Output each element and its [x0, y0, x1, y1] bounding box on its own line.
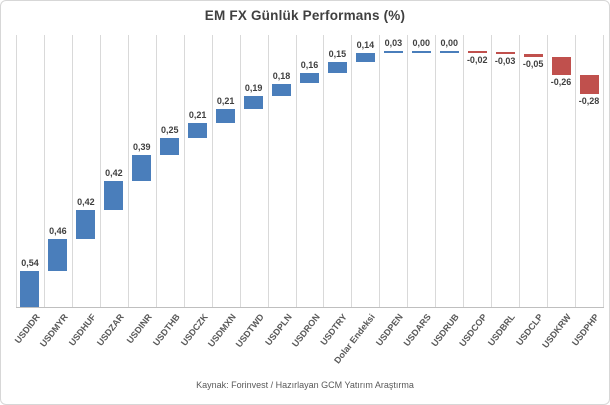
value-label: 0,39: [133, 141, 151, 152]
gridline: [575, 35, 577, 308]
value-label: 0,03: [384, 37, 403, 48]
bar-USDPHP: [579, 75, 599, 95]
x-axis-label: USDPHP: [569, 312, 601, 348]
x-axis-line: [16, 307, 604, 308]
x-axis-label: USDHUF: [66, 312, 98, 348]
value-label: 0,21: [216, 95, 235, 106]
bar-USDTHB: [160, 137, 180, 155]
gridline: [71, 35, 73, 308]
value-label: 0,16: [300, 59, 319, 70]
bar-USDRUB: [439, 50, 459, 53]
bar-USDARS: [411, 50, 431, 53]
bar-USDTWD: [244, 95, 264, 109]
value-label: -0,02: [466, 54, 488, 65]
x-axis-label: USDZAR: [94, 312, 126, 348]
bar-USDRON: [300, 72, 319, 84]
gridline: [351, 35, 353, 308]
bar-USDHUF: [76, 210, 96, 239]
gridline: [211, 35, 213, 308]
bar-USDINR: [132, 154, 152, 182]
x-axis-label: USDINR: [124, 312, 154, 346]
bar-USDZAR: [104, 181, 124, 211]
value-label: 0,42: [105, 168, 123, 179]
value-label: 0,42: [77, 197, 95, 208]
gridline: [267, 35, 269, 308]
x-axis-label: USDPLN: [262, 312, 294, 348]
bar-USDMXN: [216, 108, 236, 124]
gridline: [323, 35, 325, 308]
x-axis-label: USDTWD: [233, 312, 266, 350]
bar-Dolar Endeksi: [355, 52, 375, 63]
source-note: Kaynak: Forinvest / Hazırlayan GCM Yatır…: [196, 380, 414, 390]
value-label: -0,03: [494, 56, 516, 67]
bar-USDCZK: [188, 123, 208, 138]
gridline: [379, 35, 381, 308]
x-axis-label: USDTHB: [150, 312, 182, 348]
x-axis-label: USDCZK: [178, 312, 210, 348]
value-label: 0,25: [160, 124, 179, 135]
gridline: [463, 35, 465, 308]
gridline: [407, 35, 409, 308]
value-label: 0,00: [440, 37, 459, 48]
gridline: [603, 35, 604, 308]
value-label: 0,46: [49, 226, 67, 236]
bar-USDIDR: [20, 270, 40, 308]
value-label: -0,05: [522, 59, 544, 70]
gridline: [491, 35, 493, 308]
gridline: [127, 35, 129, 308]
value-label: 0,54: [21, 257, 39, 268]
bar-USDPLN: [272, 83, 292, 96]
gridline: [239, 35, 241, 308]
value-label: -0,26: [550, 77, 572, 88]
gridline: [547, 35, 549, 308]
gridline: [295, 35, 297, 308]
value-label: 0,21: [188, 110, 207, 121]
value-label: -0,28: [578, 96, 600, 107]
bar-USDMYR: [48, 239, 68, 271]
value-label: 0,15: [328, 49, 347, 60]
value-label: 0,19: [244, 82, 263, 93]
bar-USDBRL: [495, 51, 515, 55]
value-label: 0,18: [272, 70, 291, 81]
bar-USDCLP: [523, 54, 543, 58]
chart-title: EM FX Günlük Performans (%): [204, 8, 406, 23]
gridline: [99, 35, 101, 308]
bar-USDCOP: [467, 50, 487, 53]
value-label: 0,14: [356, 39, 375, 50]
bar-USDKRW: [551, 57, 571, 76]
bar-USDPEN: [383, 50, 403, 53]
gridline: [16, 35, 17, 308]
gridline: [435, 35, 437, 308]
value-label: 0,00: [412, 37, 431, 48]
gridline: [43, 35, 45, 308]
gridline: [155, 35, 157, 308]
gridline: [183, 35, 185, 308]
x-axis-label: USDMXN: [205, 312, 238, 349]
gridline: [519, 35, 521, 308]
bar-USDTRY: [327, 62, 347, 73]
